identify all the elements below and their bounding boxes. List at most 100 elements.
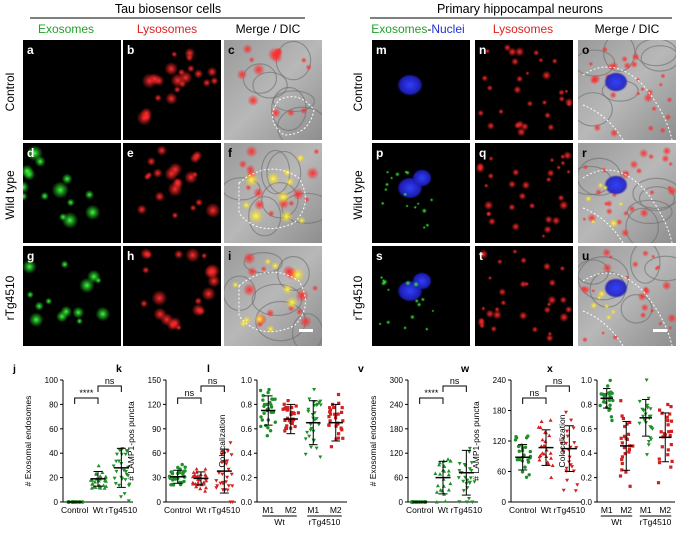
fluorescent-punctum bbox=[252, 63, 265, 76]
fluorescent-punctum bbox=[546, 302, 552, 307]
fluorescent-punctum bbox=[140, 299, 148, 308]
panel-background bbox=[578, 40, 676, 140]
data-point bbox=[548, 451, 553, 455]
y-axis-label: # LAMP1-pos puncta bbox=[471, 401, 481, 481]
data-point bbox=[435, 483, 440, 488]
data-point bbox=[332, 405, 336, 410]
cell-outline bbox=[632, 177, 676, 210]
data-point bbox=[306, 409, 311, 414]
fluorescent-punctum bbox=[243, 251, 256, 265]
data-point bbox=[461, 479, 466, 484]
data-point bbox=[540, 437, 545, 442]
group-label: rTg4510 bbox=[309, 517, 341, 527]
col-label-dash: - bbox=[427, 22, 431, 36]
fluorescent-punctum bbox=[23, 259, 37, 274]
fluorescent-punctum bbox=[662, 146, 672, 156]
x-tick-label: rTg4510 bbox=[450, 505, 482, 515]
fluorescent-punctum bbox=[201, 252, 208, 259]
data-point bbox=[103, 478, 107, 482]
data-point bbox=[669, 405, 673, 409]
data-point bbox=[606, 384, 610, 388]
fluorescent-punctum bbox=[582, 217, 587, 222]
data-point bbox=[448, 459, 453, 463]
fluorescent-punctum bbox=[541, 70, 552, 81]
data-point bbox=[225, 449, 230, 454]
fluorescent-punctum bbox=[404, 170, 408, 174]
fluorescent-punctum bbox=[394, 171, 400, 177]
data-point bbox=[523, 465, 527, 469]
fluorescent-punctum bbox=[238, 160, 248, 169]
fluorescent-punctum bbox=[481, 306, 486, 311]
fluorescent-punctum bbox=[512, 168, 520, 177]
data-point bbox=[641, 414, 646, 419]
data-point bbox=[570, 465, 574, 469]
significance-label: ns bbox=[185, 388, 195, 398]
panel-letter: o bbox=[582, 43, 589, 57]
y-tick-label: 0 bbox=[157, 498, 162, 507]
fluorescent-punctum bbox=[403, 192, 408, 197]
y-tick-label: 60 bbox=[394, 474, 403, 483]
fluorescent-punctum bbox=[661, 154, 670, 163]
data-point bbox=[203, 472, 208, 477]
x-tick-label: M2 bbox=[330, 505, 342, 515]
data-point bbox=[266, 390, 270, 395]
data-point bbox=[220, 472, 225, 477]
data-point bbox=[225, 488, 230, 492]
cell-outline bbox=[603, 40, 636, 72]
data-point bbox=[565, 429, 569, 434]
data-point bbox=[443, 499, 448, 503]
fluorescent-punctum bbox=[171, 51, 178, 58]
fluorescent-punctum bbox=[492, 310, 503, 320]
fluorescent-punctum bbox=[40, 191, 49, 201]
y-tick-label: 60 bbox=[497, 468, 506, 477]
y-tick-label: 20 bbox=[49, 474, 58, 483]
data-point bbox=[620, 455, 624, 459]
data-point bbox=[645, 406, 650, 410]
chart-label: v bbox=[358, 363, 364, 375]
fluorescent-punctum bbox=[66, 198, 75, 207]
panel-letter: b bbox=[127, 43, 134, 57]
significance-label: ns bbox=[553, 376, 563, 386]
fluorescent-punctum bbox=[248, 56, 255, 63]
data-point bbox=[178, 470, 182, 475]
data-point bbox=[122, 492, 127, 496]
data-point bbox=[607, 398, 612, 402]
fluorescent-punctum bbox=[498, 108, 504, 115]
significance-bracket bbox=[419, 397, 444, 404]
fluorescent-punctum bbox=[642, 286, 649, 293]
data-point bbox=[637, 399, 642, 404]
fluorescent-punctum bbox=[581, 336, 588, 343]
fluorescent-punctum bbox=[602, 184, 609, 191]
data-point bbox=[544, 448, 549, 452]
fluorescent-punctum bbox=[34, 155, 46, 168]
data-point bbox=[327, 415, 331, 419]
chart-v: v 0 60 120 180 240 300 # Exosomal endosomes Cont… bbox=[358, 363, 482, 515]
fluorescent-punctum bbox=[421, 208, 428, 214]
cell-outline bbox=[578, 92, 613, 127]
significance-label: ns bbox=[450, 376, 460, 386]
data-point bbox=[669, 465, 673, 469]
fluorescent-punctum bbox=[154, 94, 162, 102]
data-point bbox=[561, 436, 566, 441]
fluorescent-punctum bbox=[608, 218, 619, 229]
fluorescent-punctum bbox=[508, 180, 517, 189]
fluorescent-punctum bbox=[518, 311, 528, 321]
fluorescent-punctum bbox=[651, 254, 656, 259]
data-point bbox=[527, 473, 531, 477]
data-point bbox=[575, 483, 580, 487]
fluorescent-punctum bbox=[538, 57, 544, 63]
data-point bbox=[649, 426, 654, 430]
significance-bracket bbox=[97, 385, 122, 392]
data-point bbox=[124, 470, 128, 474]
y-tick-label: 0 bbox=[502, 498, 507, 507]
fluorescent-punctum bbox=[281, 283, 294, 295]
data-point bbox=[467, 467, 472, 471]
fluorescent-punctum bbox=[584, 195, 593, 203]
col-label-merge-left: Merge / DIC bbox=[236, 22, 301, 36]
fluorescent-punctum bbox=[518, 192, 527, 201]
data-point bbox=[220, 461, 224, 465]
fluorescent-punctum bbox=[173, 86, 181, 94]
data-point bbox=[627, 450, 631, 454]
fluorescent-punctum bbox=[295, 153, 306, 163]
data-point bbox=[637, 421, 642, 426]
